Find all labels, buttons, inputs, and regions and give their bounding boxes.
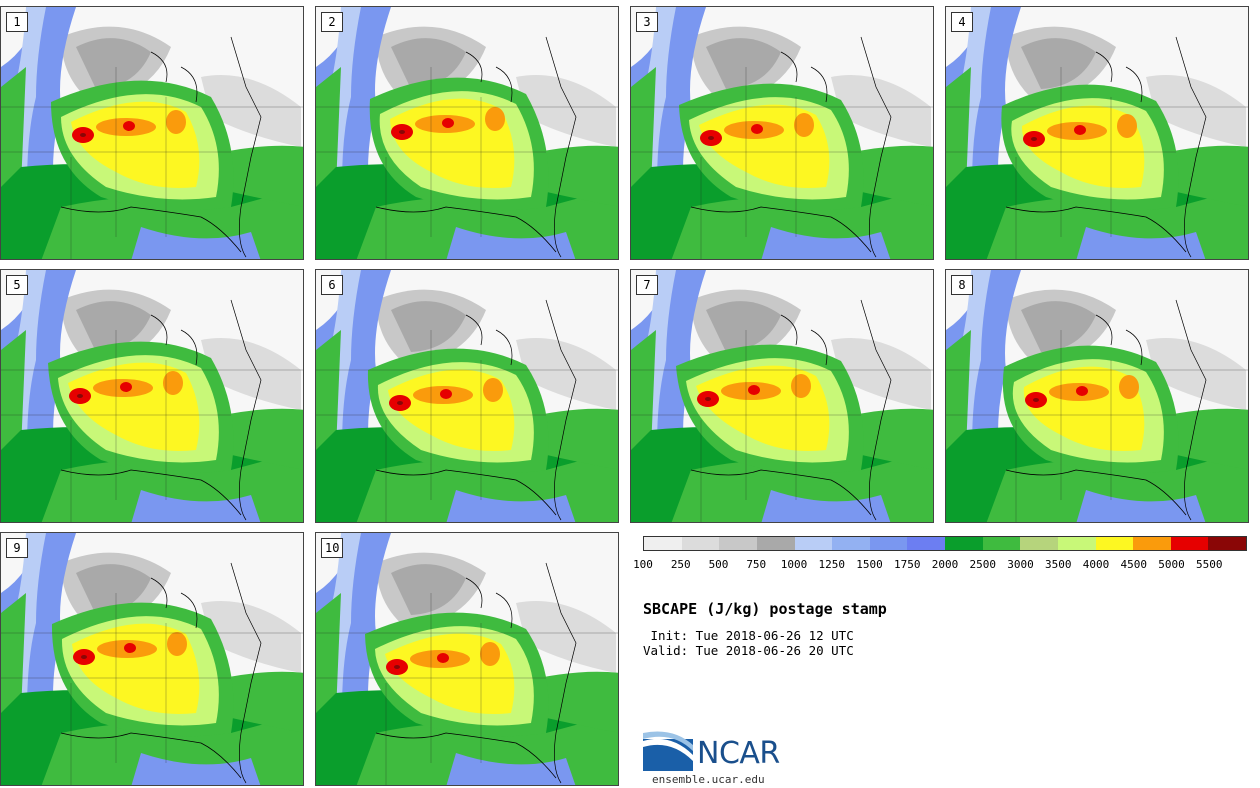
colorbar-swatch: [681, 537, 720, 550]
colorbar-tick-label: 1500: [856, 558, 883, 571]
logo-text: NCAR: [697, 736, 780, 771]
colorbar-swatch: [907, 537, 945, 550]
colorbar-tick-label: 5500: [1196, 558, 1223, 571]
map-panel: 8: [945, 269, 1249, 523]
member-label: 7: [636, 275, 658, 295]
colorbar-tick-label: 750: [746, 558, 767, 571]
member-label: 6: [321, 275, 343, 295]
colorbar-swatch: [1170, 537, 1209, 550]
colorbar-swatch: [869, 537, 908, 550]
map-panel: 9: [0, 532, 304, 786]
colorbar-ticks: 100 250 500 750 1000 1250 1500 1750 2000 2500 3000…: [633, 558, 1253, 572]
page-title: SBCAPE (J/kg) postage stamp: [643, 600, 887, 618]
colorbar-swatch: [945, 537, 983, 550]
sbcape-map: [631, 270, 933, 522]
member-label: 3: [636, 12, 658, 32]
colorbar-tick-label: 4500: [1120, 558, 1148, 571]
map-panel: 1: [0, 6, 304, 260]
colorbar-tick-label: 250: [670, 558, 691, 571]
colorbar-swatch: [982, 537, 1021, 550]
valid-time: Valid: Tue 2018-06-26 20 UTC: [643, 643, 854, 658]
sbcape-map: [946, 270, 1248, 522]
colorbar-tick-label: 5000: [1158, 558, 1185, 571]
sbcape-map: [1, 270, 303, 522]
member-label: 2: [321, 12, 343, 32]
member-label: 10: [321, 538, 344, 558]
colorbar-tick-label: 2500: [969, 558, 997, 571]
colorbar-tick-label: 3000: [1007, 558, 1034, 571]
colorbar-swatch: [794, 537, 833, 550]
member-label: 4: [951, 12, 973, 32]
sbcape-map: [316, 533, 618, 785]
ncar-logo-icon: [643, 731, 693, 771]
init-time: Init: Tue 2018-06-26 12 UTC: [643, 628, 854, 643]
colorbar-tick-label: 1250: [818, 558, 846, 571]
colorbar-swatch: [1095, 537, 1134, 550]
colorbar-swatch: [1020, 537, 1058, 550]
map-panel: 7: [630, 269, 934, 523]
sbcape-map: [1, 533, 303, 785]
map-panel: 2: [315, 6, 619, 260]
colorbar-swatch: [1057, 537, 1096, 550]
sbcape-map: [631, 7, 933, 259]
member-label: 8: [951, 275, 973, 295]
map-panel: 5: [0, 269, 304, 523]
member-label: 9: [6, 538, 28, 558]
colorbar-tick-label: 3500: [1045, 558, 1072, 571]
colorbar-swatch: [832, 537, 870, 550]
colorbar: [643, 536, 1247, 551]
colorbar-tick-label: 100: [633, 558, 653, 571]
map-panel: 10: [315, 532, 619, 786]
sbcape-map: [1, 7, 303, 259]
colorbar-swatch: [1208, 537, 1246, 550]
sbcape-map: [316, 270, 618, 522]
map-panel: 3: [630, 6, 934, 260]
member-label: 1: [6, 12, 28, 32]
map-panel: 4: [945, 6, 1249, 260]
colorbar-swatch: [1133, 537, 1171, 550]
colorbar-tick-label: 4000: [1082, 558, 1110, 571]
colorbar-tick-label: 2000: [931, 558, 959, 571]
member-label: 5: [6, 275, 28, 295]
colorbar-tick-label: 1750: [894, 558, 921, 571]
colorbar-tick-label: 1000: [780, 558, 808, 571]
colorbar-swatch: [719, 537, 757, 550]
colorbar-swatch: [644, 537, 682, 550]
map-panel: 6: [315, 269, 619, 523]
colorbar-tick-label: 500: [708, 558, 729, 571]
colorbar-swatch: [756, 537, 795, 550]
site-url: ensemble.ucar.edu: [652, 773, 765, 786]
sbcape-map: [946, 7, 1248, 259]
sbcape-map: [316, 7, 618, 259]
